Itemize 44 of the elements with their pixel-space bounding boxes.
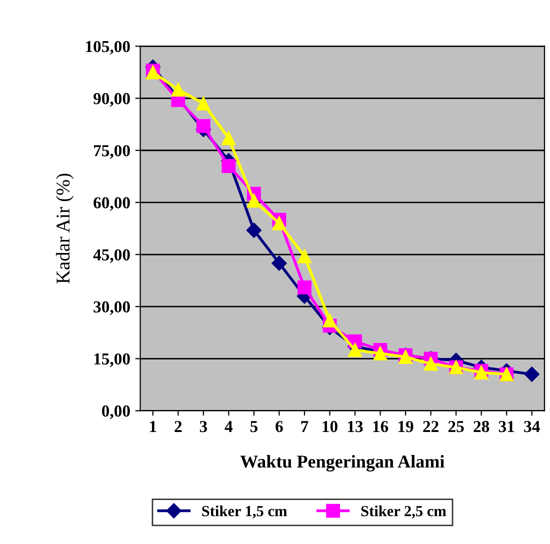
x-tick-label: 22 — [423, 420, 438, 432]
x-tick-label: 6 — [276, 420, 283, 432]
point — [373, 346, 388, 360]
point — [272, 216, 286, 230]
point — [298, 249, 312, 264]
point — [247, 194, 261, 208]
x-tick-label: 5 — [250, 421, 258, 432]
x-tick-label: 25 — [448, 420, 464, 432]
point — [424, 356, 438, 371]
y-tick-label: 0,00 — [102, 405, 130, 420]
point — [348, 343, 362, 357]
x-tick-label: 4 — [224, 421, 233, 432]
point — [524, 366, 540, 382]
y-tick-label: 30,00 — [94, 301, 130, 315]
point — [171, 82, 186, 97]
point — [322, 314, 337, 328]
x-tick-label: 28 — [474, 420, 490, 432]
point — [222, 159, 236, 173]
x-tick-label: 7 — [301, 421, 308, 432]
y-tick-label: 60,00 — [94, 197, 130, 211]
y-tick-label: 105,00 — [86, 40, 130, 55]
y-tick-label: 90,00 — [93, 93, 130, 107]
x-tick-label: 13 — [348, 420, 363, 432]
x-tick-label: 10 — [322, 420, 338, 432]
point — [222, 131, 236, 146]
x-axis-title: Waktu Pengeringan Alami — [240, 455, 444, 472]
point — [272, 256, 287, 271]
point — [298, 280, 312, 294]
legend-label: Stiker 1,5 cm — [202, 506, 287, 518]
y-tick-label: 75,00 — [94, 145, 130, 159]
x-tick-label: 1 — [150, 421, 156, 432]
point — [196, 119, 210, 134]
y-tick-label: 15,00 — [94, 353, 130, 368]
x-tick-label: 19 — [398, 420, 414, 432]
point — [246, 222, 262, 238]
x-tick-label: 34 — [524, 420, 540, 432]
point — [196, 96, 210, 110]
x-tick-label: 3 — [200, 420, 208, 432]
x-tick-label: 31 — [498, 420, 514, 432]
y-tick-label: 45,00 — [93, 249, 130, 263]
x-tick-label: 16 — [373, 420, 388, 432]
legend-label: Stiker 2,5 cm — [361, 506, 446, 518]
x-tick-label: 2 — [174, 420, 182, 432]
y-axis-title: Kadar Air (%) — [56, 174, 74, 284]
